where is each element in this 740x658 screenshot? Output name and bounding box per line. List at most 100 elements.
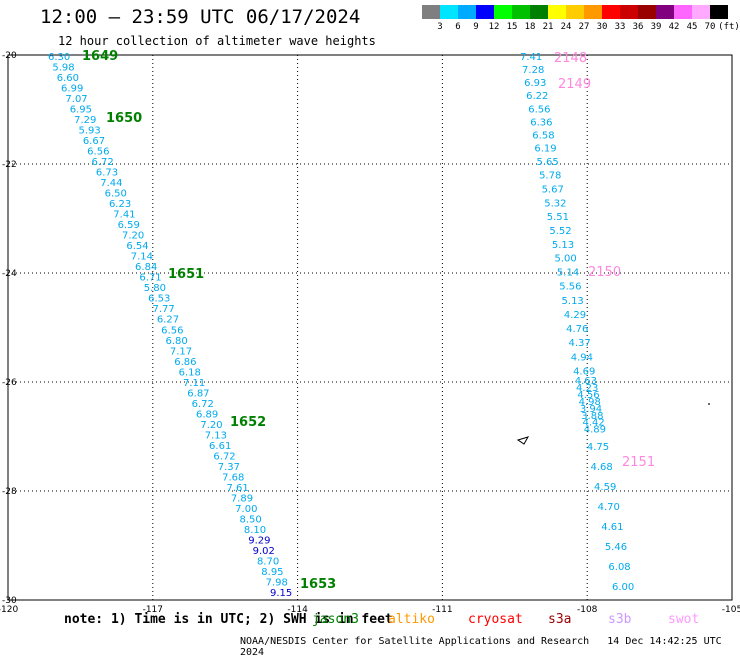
wave-height-west: 6.72 [213, 451, 235, 462]
legend-swatch [458, 5, 476, 19]
x-tick-label: -117 [143, 605, 163, 615]
wave-height-west: 5.98 [52, 63, 74, 74]
wave-height-west: 6.86 [174, 357, 196, 368]
chart-subtitle: 12 hour collection of altimeter wave hei… [58, 34, 376, 48]
wave-height-west: 7.20 [200, 420, 222, 431]
wave-height-west: 6.72 [192, 399, 214, 410]
wave-height-east: 3.94 [580, 404, 602, 415]
wave-height-east: 4.68 [590, 462, 612, 473]
wave-height-east: 6.22 [526, 91, 548, 102]
wave-height-west: 7.37 [218, 462, 240, 473]
legend-label: 45 [686, 22, 698, 32]
wave-height-east: 6.00 [612, 582, 634, 593]
wave-height-west: 7.89 [231, 493, 253, 504]
wave-height-west: 7.11 [183, 378, 205, 389]
legend-label: 9 [473, 22, 479, 32]
y-tick-label: -20 [2, 51, 17, 61]
y-tick-label: -30 [2, 596, 17, 606]
wave-height-west: 6.53 [148, 294, 170, 305]
legend-swatch [620, 5, 638, 19]
satellite-label-altiko: altiko [388, 612, 435, 627]
y-tick-label: -26 [2, 378, 17, 388]
x-tick-label: -120 [0, 605, 18, 615]
wave-height-west: 7.98 [266, 577, 288, 588]
legend-swatch [602, 5, 620, 19]
wave-height-west: 6.61 [209, 441, 231, 452]
pass-label-jason3: 1649 [82, 49, 118, 64]
wave-height-east: 4.98 [579, 397, 601, 408]
satellite-label-s3b: s3b [608, 612, 632, 627]
legend-label: 15 [506, 22, 518, 32]
wave-height-west: 6.18 [179, 367, 201, 378]
legend-unit: (ft) [718, 22, 740, 32]
wave-height-east: 4.89 [584, 425, 606, 436]
wave-height-east: 6.19 [534, 144, 556, 155]
wave-height-west: 8.95 [261, 567, 283, 578]
legend-swatch [440, 5, 458, 19]
y-tick-label: -22 [2, 160, 17, 170]
wave-height-east: 7.41 [520, 52, 542, 63]
plot-frame [7, 54, 733, 601]
wave-height-west: 5.80 [144, 283, 166, 294]
wave-height-west: 9.15 [270, 588, 292, 599]
wave-height-east: 5.65 [537, 157, 559, 168]
legend-label: 21 [542, 22, 554, 32]
legend-swatch [494, 5, 512, 19]
legend-swatch [530, 5, 548, 19]
wave-height-east: 5.52 [549, 226, 571, 237]
legend-label: 39 [650, 22, 662, 32]
wave-height-west: 7.29 [74, 115, 96, 126]
wave-height-east: 5.67 [542, 184, 564, 195]
wave-height-east: 7.28 [522, 65, 544, 76]
legend-label: 12 [488, 22, 500, 32]
island-dot [708, 403, 710, 405]
legend-swatch [674, 5, 692, 19]
wave-height-west: 5.93 [78, 126, 100, 137]
wave-height-east: 6.36 [530, 117, 552, 128]
wave-height-west: 6.56 [161, 325, 183, 336]
legend-label: 3 [437, 22, 443, 32]
wave-height-west: 7.77 [152, 304, 174, 315]
wave-height-west: 6.30 [48, 52, 70, 63]
wave-height-east: 6.08 [608, 562, 630, 573]
x-tick-label: -111 [432, 605, 452, 615]
wave-height-east: 4.70 [598, 502, 620, 513]
legend-swatch [638, 5, 656, 19]
wave-height-west: 6.84 [135, 262, 157, 273]
credit-line: NOAA/NESDIS Center for Satellite Applica… [240, 636, 740, 658]
wave-height-west: 7.44 [100, 178, 122, 189]
wave-height-west: 8.50 [240, 514, 262, 525]
wave-height-east: 5.00 [554, 254, 576, 265]
wave-height-east: 4.94 [571, 352, 593, 363]
wave-height-west: 6.73 [96, 168, 118, 179]
pass-label-swot: 2149 [558, 77, 591, 92]
wave-height-east: 4.23 [576, 383, 598, 394]
wave-height-east: 6.56 [528, 104, 550, 115]
wave-height-west: 8.70 [257, 556, 279, 567]
wave-height-west: 9.29 [248, 535, 270, 546]
footnote: note: 1) Time is in UTC; 2) SWH is in fe… [64, 612, 393, 627]
wave-height-east: 3.88 [581, 411, 603, 422]
pass-label-swot: 2150 [588, 265, 621, 280]
wave-height-east: 4.63 [575, 376, 597, 387]
wave-height-west: 6.56 [87, 147, 109, 158]
wave-height-west: 7.20 [122, 231, 144, 242]
legend-label: 70 [704, 22, 716, 32]
wave-height-west: 7.07 [65, 94, 87, 105]
legend-swatch [566, 5, 584, 19]
legend-label: 18 [524, 22, 536, 32]
island-outline [516, 436, 530, 445]
legend-label: 33 [614, 22, 626, 32]
wave-height-east: 5.78 [539, 171, 561, 182]
pass-label-jason3: 1650 [106, 111, 142, 126]
wave-height-east: 5.56 [559, 282, 581, 293]
wave-height-east: 6.93 [524, 78, 546, 89]
wave-height-east: 5.46 [605, 542, 627, 553]
wave-height-west: 7.00 [235, 504, 257, 515]
wave-height-west: 7.61 [226, 483, 248, 494]
credit-text: NOAA/NESDIS Center for Satellite Applica… [240, 636, 590, 647]
legend-swatch [692, 5, 710, 19]
x-tick-label: -105 [722, 605, 740, 615]
wave-height-west: 6.71 [139, 273, 161, 284]
